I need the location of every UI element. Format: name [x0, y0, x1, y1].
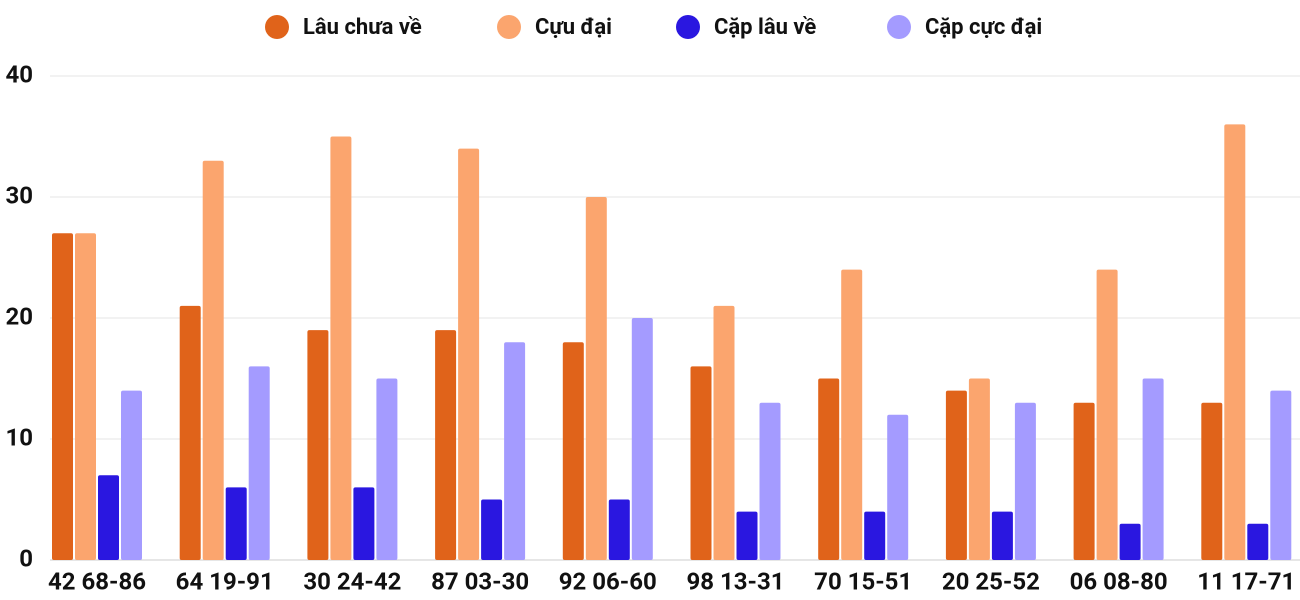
bar — [736, 511, 758, 560]
bar — [458, 148, 480, 560]
y-tick-label: 30 — [5, 181, 33, 209]
legend-swatch — [265, 15, 289, 39]
legend-label: Cặp cực đại — [925, 15, 1042, 40]
bar — [1014, 402, 1036, 560]
bar — [1142, 378, 1164, 560]
x-tick-label: 11 17-71 — [1197, 567, 1295, 595]
x-tick-label: 30 24-42 — [303, 567, 401, 595]
bar — [504, 342, 526, 560]
bar — [248, 366, 270, 560]
bar — [98, 475, 119, 560]
bar — [945, 390, 967, 560]
bar — [307, 330, 329, 560]
bar — [330, 136, 352, 560]
bar — [690, 366, 712, 560]
legend-label: Cựu đại — [535, 15, 612, 40]
bar — [121, 390, 142, 560]
bar — [608, 499, 630, 560]
bar — [1073, 402, 1095, 560]
bar — [1224, 124, 1246, 561]
bar — [1119, 523, 1141, 560]
legend-swatch — [676, 15, 700, 39]
y-tick-label: 40 — [5, 60, 33, 88]
bar — [585, 197, 607, 560]
x-tick-label: 70 15-51 — [814, 567, 912, 595]
bar — [713, 305, 735, 560]
bar — [1201, 402, 1223, 560]
x-tick-label: 64 19-91 — [176, 567, 274, 595]
legend-label: Lâu chưa về — [303, 15, 422, 40]
bar — [435, 330, 457, 560]
bar — [179, 305, 201, 560]
bar — [562, 342, 584, 560]
bar — [841, 269, 863, 560]
legend-label: Cặp lâu về — [714, 15, 816, 40]
legend-swatch — [887, 15, 911, 39]
bar — [52, 233, 73, 561]
bar — [225, 487, 247, 560]
y-tick-label: 10 — [5, 423, 33, 451]
bar — [1270, 390, 1292, 560]
bar — [864, 511, 886, 560]
bar — [1247, 523, 1269, 560]
x-tick-label: 20 25-52 — [942, 567, 1040, 595]
bar — [631, 318, 653, 560]
x-tick-label: 42 68-86 — [48, 567, 146, 595]
bar — [376, 378, 398, 560]
bar — [759, 402, 781, 560]
bar — [202, 160, 224, 560]
bar — [353, 487, 375, 560]
bar — [1096, 269, 1118, 560]
x-tick-label: 98 13-31 — [686, 567, 784, 595]
x-tick-label: 87 03-30 — [431, 567, 529, 595]
bar — [75, 233, 96, 561]
y-tick-label: 0 — [19, 544, 33, 572]
bar — [968, 378, 990, 560]
bar — [481, 499, 503, 560]
bar — [818, 378, 840, 560]
bar — [887, 414, 909, 560]
x-tick-label: 06 08-80 — [1070, 567, 1168, 595]
legend-swatch — [497, 15, 521, 39]
bar — [991, 511, 1013, 560]
x-tick-label: 92 06-60 — [559, 567, 657, 595]
y-tick-label: 20 — [5, 302, 33, 330]
